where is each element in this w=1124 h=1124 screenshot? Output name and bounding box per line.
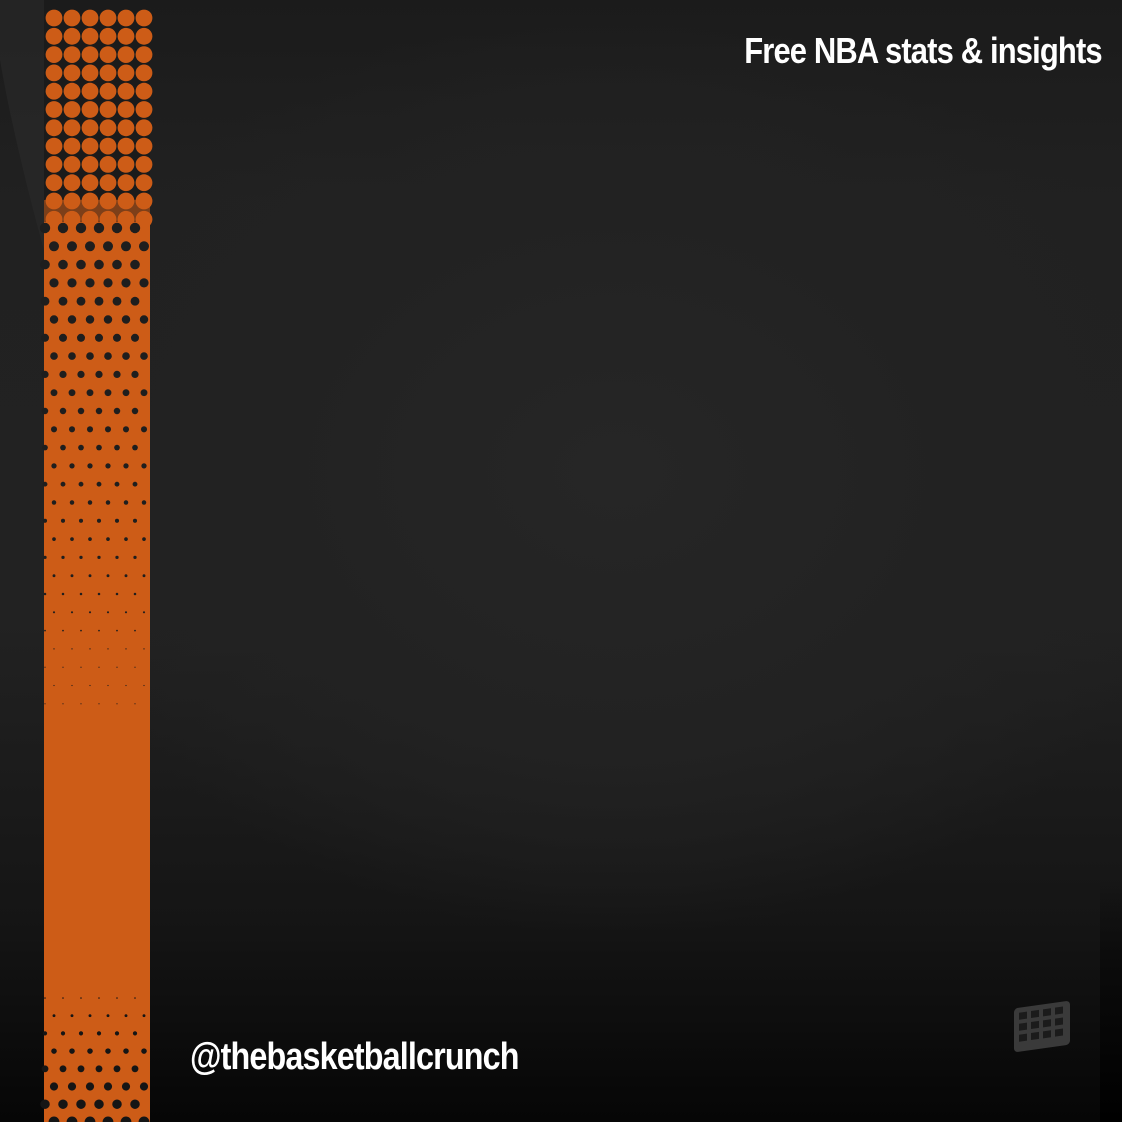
- edge-shadow: [1100, 880, 1122, 1122]
- page-title: Free NBA stats & insights: [744, 30, 1102, 71]
- social-handle: @thebasketballcrunch: [190, 1036, 519, 1078]
- halftone-dot-pattern: [39, 0, 153, 1122]
- court-grid-icon: [1014, 1001, 1070, 1052]
